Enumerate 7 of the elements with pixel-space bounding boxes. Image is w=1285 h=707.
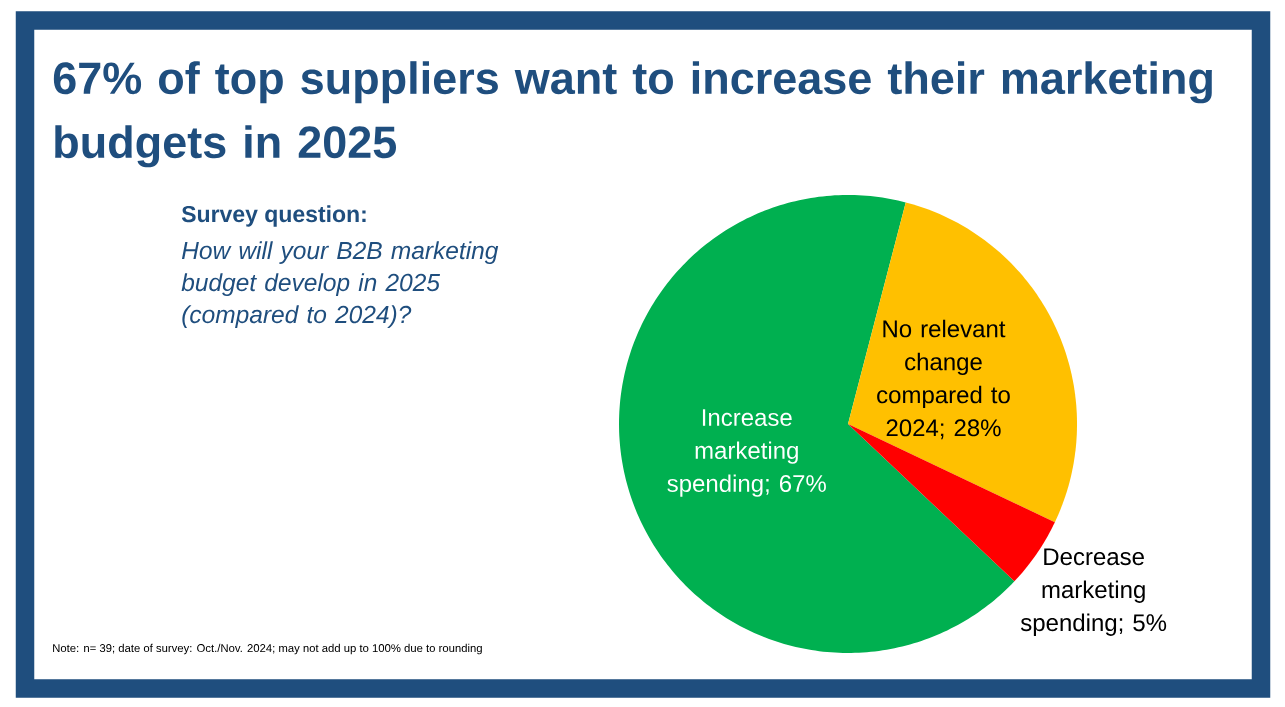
chart-title: 67% of top suppliers want to increase their marketing budgets in 2025 — [53, 61, 1212, 168]
slice-label: Decrease marketing spending; 5% — [1020, 548, 1167, 636]
slice-label: No relevant change compared to 2024; 28% — [877, 319, 1010, 440]
text: How will your B2B marketing budget develop in 2025 (compared to 2024)? — [181, 241, 499, 329]
slice-label: Increase marketing spending; 67% — [667, 409, 826, 497]
text: Note: n= 39; date of survey: Oct./Nov. 2024; may not add up to 100% due to rounding — [53, 643, 482, 655]
text: Survey question: — [181, 205, 366, 227]
